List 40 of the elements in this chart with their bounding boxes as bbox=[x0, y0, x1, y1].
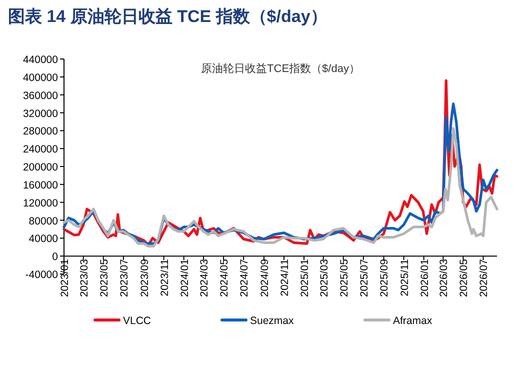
x-tick-label: 2023/03 bbox=[78, 258, 90, 298]
x-tick-label: 2023/05 bbox=[98, 258, 110, 298]
x-tick-label: 2025/05 bbox=[338, 258, 350, 298]
x-tick-label: 2024/07 bbox=[238, 258, 251, 298]
y-tick-label: 240000 bbox=[22, 144, 58, 156]
legend-label: Suezmax bbox=[250, 315, 295, 327]
y-tick-label: 320000 bbox=[22, 108, 58, 120]
y-tick-label: 80000 bbox=[28, 215, 58, 228]
title: 图表 14 原油轮日收益 TCE 指数（$/day） bbox=[8, 7, 328, 26]
x-tick-label: 2024/03 bbox=[198, 258, 211, 298]
y-tick-label: 160000 bbox=[22, 179, 58, 192]
x-tick-label: 2026/07 bbox=[478, 258, 490, 298]
x-tick-label: 2024/11 bbox=[278, 258, 291, 296]
x-tick-label: 2024/09 bbox=[258, 258, 271, 298]
legend-label: Aframax bbox=[393, 315, 433, 327]
x-tick-label: 2024/05 bbox=[218, 258, 231, 298]
x-tick-label: 2023/07 bbox=[118, 258, 130, 298]
y-tick-label: 200000 bbox=[22, 162, 58, 174]
y-tick-label: 0 bbox=[52, 251, 58, 264]
y-tick-label: 440000 bbox=[22, 54, 58, 66]
y-tick-label: 280000 bbox=[22, 126, 58, 138]
y-tick-label: -40000 bbox=[25, 269, 58, 281]
x-tick-label: 2025/03 bbox=[318, 258, 330, 298]
x-tick-label: 2026/01 bbox=[418, 258, 431, 298]
x-tick-label: 2025/09 bbox=[378, 258, 391, 298]
x-tick-label: 2026/05 bbox=[458, 258, 470, 298]
x-tick-label: 2024/01 bbox=[178, 258, 191, 298]
x-tick-label: 2023/01 bbox=[59, 258, 71, 298]
x-tick-label: 2023/09 bbox=[138, 258, 151, 298]
x-tick-label: 2026/03 bbox=[438, 258, 450, 298]
y-tick-label: 40000 bbox=[28, 233, 58, 246]
subtitle: 原油轮日收益TCE指数（$/day） bbox=[201, 63, 360, 75]
x-tick-label: 2025/11 bbox=[398, 258, 411, 296]
legend-label: VLCC bbox=[123, 315, 152, 327]
y-tick-label: 120000 bbox=[22, 197, 58, 210]
y-tick-label: 360000 bbox=[22, 90, 58, 102]
x-tick-label: 2025/01 bbox=[298, 258, 311, 298]
x-tick-label: 2025/07 bbox=[358, 258, 370, 298]
y-tick-label: 400000 bbox=[22, 72, 58, 84]
x-tick-label: 2023/11 bbox=[158, 258, 171, 296]
